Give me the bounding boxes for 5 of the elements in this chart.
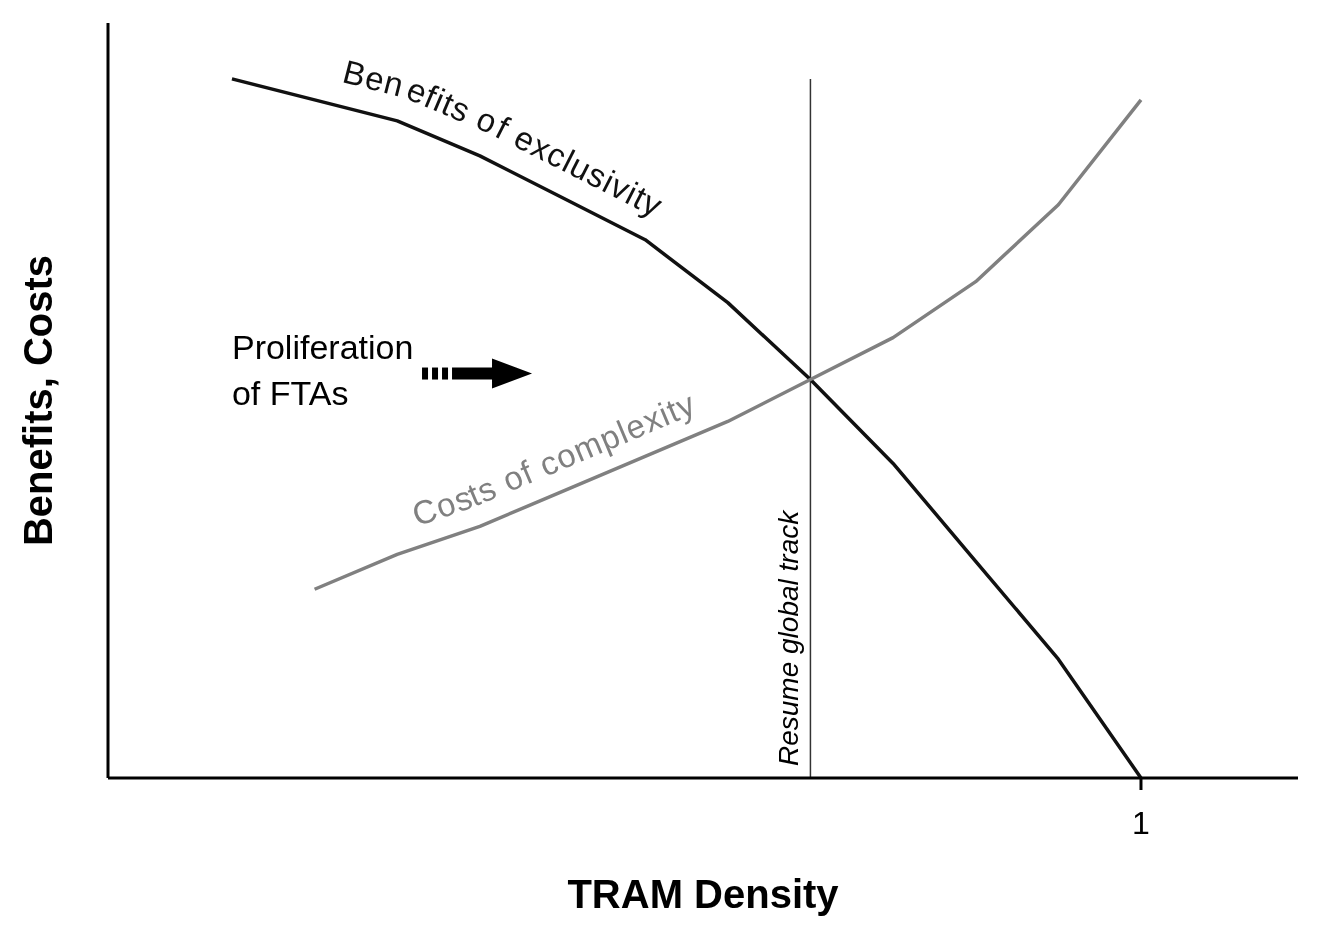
annotation: Proliferation of FTAs [231,327,414,412]
text: 1 [1132,805,1150,841]
x-axis-title: TRAM Density [567,872,840,916]
y-axis-title: Benefits, Costs [16,254,61,547]
text: Resume global track [773,510,805,766]
